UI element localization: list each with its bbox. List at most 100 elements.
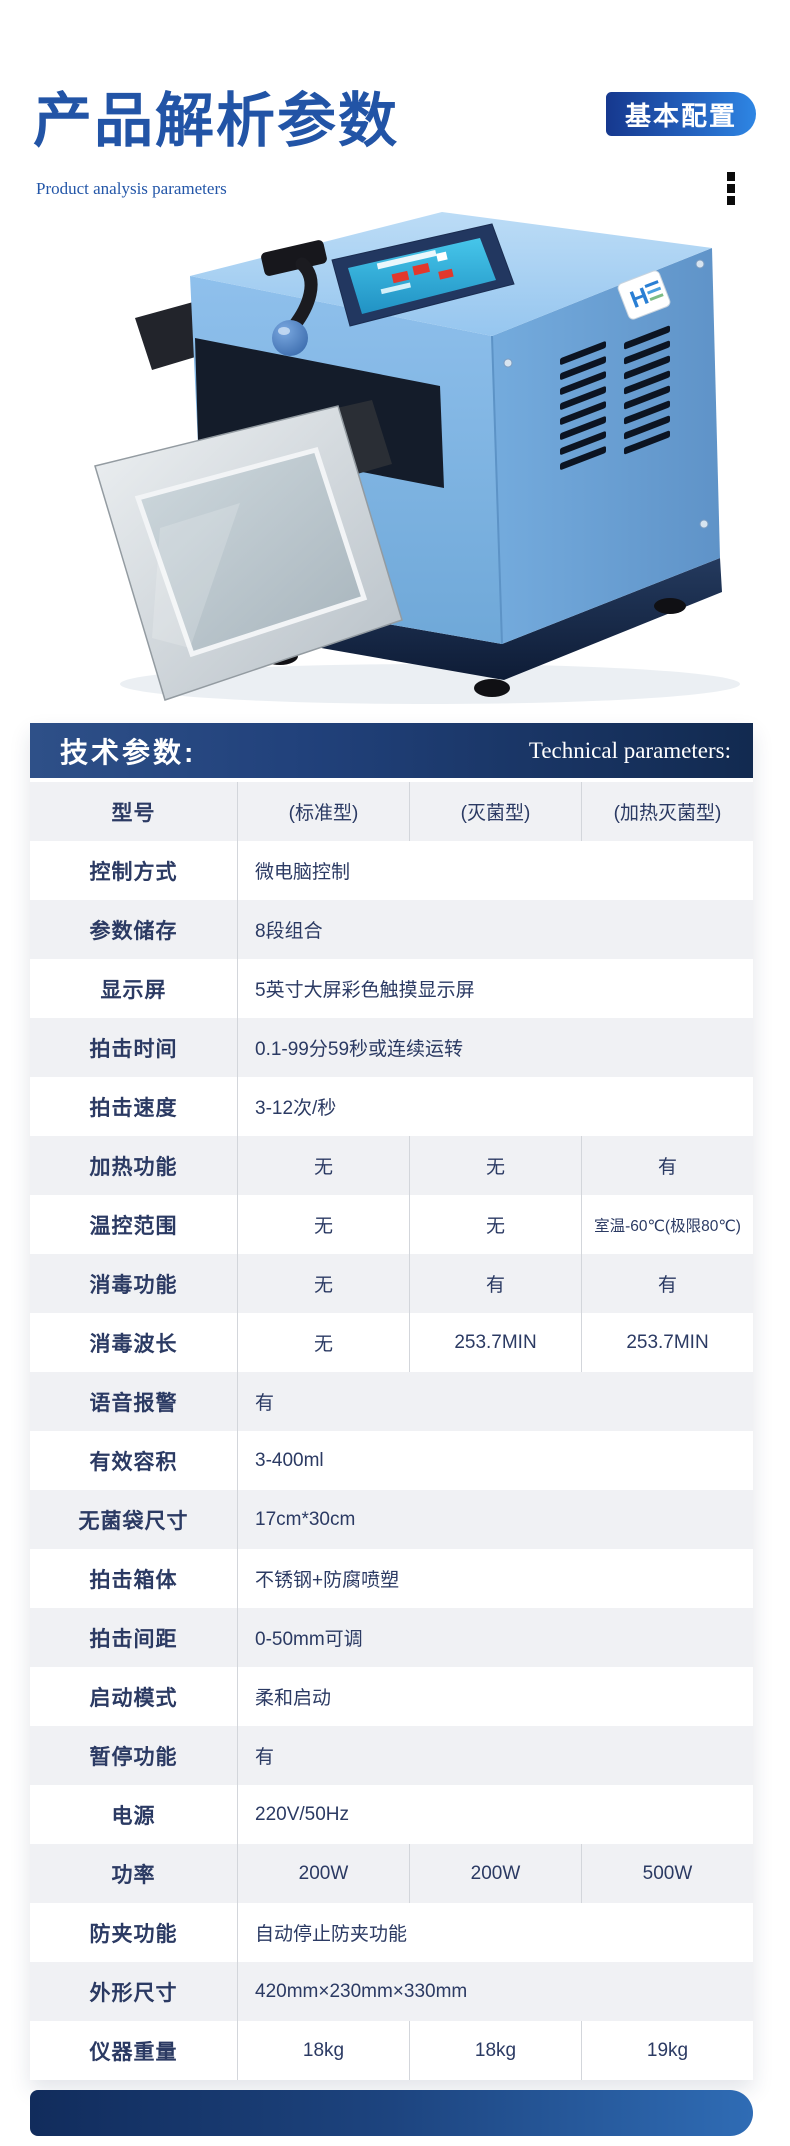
row-value: 无: [237, 1136, 409, 1195]
row-value: 3-12次/秒: [237, 1077, 753, 1136]
page-title: 产品解析参数: [33, 88, 400, 154]
table-row: 拍击间距 0-50mm可调: [30, 1608, 753, 1667]
row-label: 启动模式: [89, 1686, 178, 1710]
footer-bar: [30, 2090, 753, 2136]
row-value: 有: [581, 1254, 753, 1313]
floor-shadow: [120, 664, 740, 704]
row-value: 420mm×230mm×330mm: [237, 1962, 753, 2021]
table-row: 无菌袋尺寸 17cm*30cm: [30, 1490, 753, 1549]
table-row: 消毒波长无 253.7MIN 253.7MIN: [30, 1313, 753, 1372]
vent-grille: [560, 325, 670, 470]
table-row: 启动模式 柔和启动: [30, 1667, 753, 1726]
page-subtitle: Product analysis parameters: [36, 179, 227, 198]
row-value: 18kg: [237, 2021, 409, 2080]
handle: [261, 240, 327, 356]
row-label: 拍击箱体: [89, 1568, 178, 1592]
table-row: 控制方式 微电脑控制: [30, 841, 753, 900]
product-image: H: [40, 168, 750, 713]
row-label: 拍击速度: [89, 1096, 178, 1120]
row-value: 无: [237, 1313, 409, 1372]
row-value: 0-50mm可调: [237, 1608, 753, 1667]
row-value: 253.7MIN: [581, 1313, 753, 1372]
table-row: 参数储存 8段组合: [30, 900, 753, 959]
screw: [699, 519, 709, 529]
row-value: 不锈钢+防腐喷塑: [237, 1549, 753, 1608]
table-row: 功率 200W 200W 500W: [30, 1844, 753, 1903]
row-value: 自动停止防夹功能: [237, 1903, 753, 1962]
row-value: 无: [409, 1195, 581, 1254]
table-row: 防夹功能 自动停止防夹功能: [30, 1903, 753, 1962]
table-row: 暂停功能 有: [30, 1726, 753, 1785]
row-value: 200W: [409, 1844, 581, 1903]
handle-knob: [272, 320, 308, 356]
row-value: 0.1-99分59秒或连续运转: [237, 1018, 753, 1077]
row-label: 电源: [111, 1804, 156, 1828]
row-value: 200W: [237, 1844, 409, 1903]
machine-base: [205, 558, 722, 680]
row-value: 5英寸大屏彩色触摸显示屏: [237, 959, 753, 1018]
row-label: 暂停功能: [89, 1745, 178, 1769]
table-row: 拍击时间 0.1-99分59秒或连续运转: [30, 1018, 753, 1077]
row-value: 有: [409, 1254, 581, 1313]
spec-header-bar: 技术参数: Technical parameters:: [30, 723, 753, 778]
row-value: 室温-60℃(极限80℃): [581, 1195, 753, 1254]
row-label: 消毒波长: [89, 1332, 178, 1356]
row-value: (灭菌型): [409, 782, 581, 841]
row-label: 语音报警: [89, 1391, 178, 1415]
row-label: 加热功能: [89, 1155, 178, 1179]
table-row: 加热功能无无有: [30, 1136, 753, 1195]
row-label: 型号: [111, 801, 156, 825]
table-row: 语音报警 有: [30, 1372, 753, 1431]
row-value: 无: [237, 1254, 409, 1313]
table-row: 型号 (标准型) (灭菌型) (加热灭菌型): [30, 782, 753, 841]
row-value: (标准型): [237, 782, 409, 841]
brand-label: H: [617, 270, 671, 320]
table-row: 外形尺寸 420mm×230mm×330mm: [30, 1962, 753, 2021]
row-label: 参数储存: [89, 919, 178, 943]
row-label: 无菌袋尺寸: [78, 1509, 189, 1533]
table-row: 拍击速度 3-12次/秒: [30, 1077, 753, 1136]
row-value: 有: [237, 1726, 753, 1785]
row-value: 17cm*30cm: [237, 1490, 753, 1549]
table-row: 拍击箱体 不锈钢+防腐喷塑: [30, 1549, 753, 1608]
row-label: 消毒功能: [89, 1273, 178, 1297]
table-row: 电源 220V/50Hz: [30, 1785, 753, 1844]
row-value: 253.7MIN: [409, 1313, 581, 1372]
row-value: 3-400ml: [237, 1431, 753, 1490]
row-label: 拍击时间: [89, 1037, 178, 1061]
row-value: 500W: [581, 1844, 753, 1903]
row-value: 无: [409, 1136, 581, 1195]
open-door: [94, 400, 403, 701]
row-value: 微电脑控制: [237, 841, 753, 900]
touchscreen: [348, 238, 496, 314]
table-row: 温控范围无无室温-60℃(极限80℃): [30, 1195, 753, 1254]
row-value: (加热灭菌型): [581, 782, 753, 841]
row-label: 防夹功能: [89, 1922, 178, 1946]
row-label: 有效容积: [89, 1450, 178, 1474]
screw: [695, 259, 705, 269]
row-label: 仪器重量: [89, 2040, 178, 2064]
basic-config-badge: 基本配置: [606, 92, 756, 136]
row-value: 8段组合: [237, 900, 753, 959]
spec-header-title-cn: 技术参数:: [60, 736, 197, 768]
row-value: 有: [581, 1136, 753, 1195]
row-value: 柔和启动: [237, 1667, 753, 1726]
row-label: 控制方式: [89, 860, 178, 884]
row-label: 拍击间距: [89, 1627, 178, 1651]
door-window: [134, 446, 368, 658]
table-row: 显示屏 5英寸大屏彩色触摸显示屏: [30, 959, 753, 1018]
spec-card: 技术参数: Technical parameters: 型号 (标准型) (灭菌型)…: [30, 723, 753, 2080]
screen-ui: [376, 249, 454, 295]
row-label: 温控范围: [89, 1214, 178, 1238]
spec-header-title-en: Technical parameters:: [528, 737, 731, 763]
table-row: 消毒功能无有有: [30, 1254, 753, 1313]
table-row: 仪器重量 18kg 18kg 19kg: [30, 2021, 753, 2080]
row-label: 功率: [111, 1863, 156, 1887]
row-value: 220V/50Hz: [237, 1785, 753, 1844]
spec-table-body: 型号 (标准型) (灭菌型) (加热灭菌型) 控制方式 微电脑控制参数储存 8段组合显示屏 5…: [30, 782, 753, 2080]
paddle-blender-illustration: H: [94, 212, 740, 704]
row-value: 有: [237, 1372, 753, 1431]
row-label: 显示屏: [100, 978, 167, 1002]
row-value: 19kg: [581, 2021, 753, 2080]
